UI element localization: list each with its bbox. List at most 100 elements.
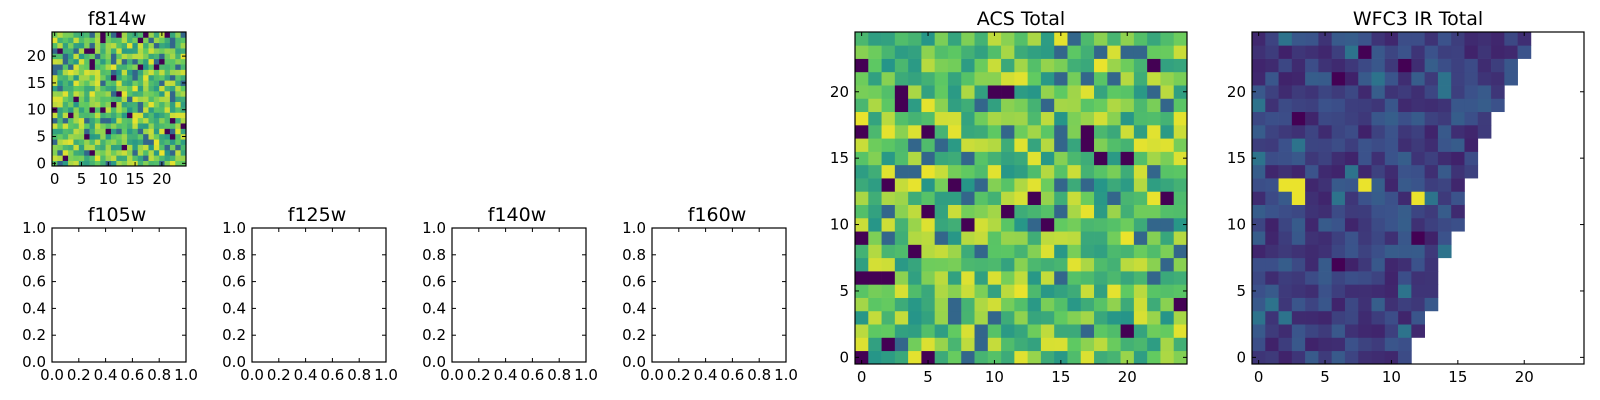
heatmap-cell: [52, 58, 58, 65]
heatmap-cell: [143, 53, 149, 60]
heatmap-cell: [881, 217, 896, 232]
heatmap-cell: [1278, 98, 1293, 113]
heatmap-cell: [127, 144, 133, 151]
heatmap-cell: [159, 90, 165, 97]
heatmap-cell: [175, 149, 181, 156]
heatmap-cell: [1291, 58, 1306, 73]
heatmap-cell: [89, 144, 96, 151]
heatmap-cell: [1080, 257, 1095, 272]
y-tick-label: 0: [839, 348, 849, 366]
heatmap-cell: [132, 53, 139, 60]
heatmap-cell: [934, 204, 949, 219]
heatmap-cell: [881, 111, 896, 126]
x-tick-label: 20: [152, 170, 171, 188]
heatmap-cell: [94, 123, 101, 129]
heatmap-cell: [1120, 45, 1135, 59]
heatmap-cell: [164, 90, 171, 97]
heatmap-cell: [148, 155, 155, 161]
heatmap-cell: [1331, 71, 1346, 86]
heatmap-cell: [1054, 310, 1068, 325]
heatmap-cell: [974, 191, 989, 205]
heatmap-cell: [908, 85, 922, 99]
heatmap-cell: [987, 297, 1002, 312]
heatmap-cell: [1080, 297, 1095, 312]
heatmap-cell: [1371, 297, 1386, 312]
heatmap-cell: [100, 117, 106, 124]
heatmap-cell: [1371, 111, 1386, 126]
heatmap-cell: [1318, 85, 1333, 99]
heatmap-cell: [1384, 257, 1399, 272]
heatmap-cell: [1080, 350, 1095, 365]
heatmap-cell: [1344, 151, 1359, 166]
heatmap-cell: [894, 244, 909, 259]
heatmap-cell: [947, 297, 962, 312]
heatmap-cell: [73, 85, 80, 92]
heatmap-cell: [855, 244, 869, 259]
heatmap-cell: [1424, 297, 1439, 312]
heatmap-cell: [1278, 124, 1293, 139]
heatmap-cell: [1318, 217, 1333, 232]
heatmap-cell: [1398, 231, 1412, 245]
heatmap-cell: [1398, 257, 1412, 272]
heatmap-cell: [52, 64, 58, 70]
heatmap-cell: [169, 144, 176, 151]
heatmap-cell: [1305, 231, 1319, 245]
heatmap-cell: [881, 257, 896, 272]
heatmap-cell: [1318, 337, 1333, 352]
heatmap-cell: [1147, 124, 1161, 139]
heatmap-cell: [159, 128, 165, 135]
heatmap-cell: [855, 124, 869, 139]
axes-frame-acs-total: [854, 31, 1188, 365]
heatmap-cell: [894, 257, 909, 272]
heatmap-cell: [855, 350, 869, 365]
heatmap-cell: [881, 85, 896, 99]
heatmap-cell: [175, 85, 181, 92]
heatmap-cell: [153, 117, 160, 124]
heatmap-cell: [110, 155, 117, 161]
heatmap-cell: [84, 90, 90, 97]
heatmap-cell: [1291, 231, 1306, 245]
heatmap-cell: [1107, 257, 1121, 272]
heatmap-cell: [143, 133, 149, 140]
heatmap-cell: [127, 117, 133, 124]
heatmap-cell: [1147, 191, 1161, 205]
heatmap-cell: [132, 58, 139, 65]
heatmap-cell: [1451, 111, 1465, 126]
heatmap-cell: [164, 160, 171, 167]
heatmap-cell: [1331, 271, 1346, 285]
heatmap-cell: [1344, 85, 1359, 99]
heatmap-cell: [894, 111, 909, 126]
heatmap-cell: [1384, 58, 1399, 73]
heatmap-cell: [137, 80, 144, 86]
heatmap-cell: [1160, 71, 1175, 86]
heatmap-cell: [175, 155, 181, 161]
heatmap-cell: [137, 85, 144, 92]
heatmap-cell: [110, 112, 117, 119]
heatmap-cell: [169, 74, 176, 81]
heatmap-cell: [68, 69, 74, 76]
heatmap-cell: [100, 74, 106, 81]
x-tick-label: 20: [1515, 368, 1534, 386]
heatmap-cell: [1160, 324, 1175, 338]
heatmap-cell: [1133, 32, 1148, 46]
heatmap-cell: [934, 98, 949, 113]
heatmap-cell: [89, 69, 96, 76]
heatmap-cell: [894, 85, 909, 99]
heatmap-cell: [62, 160, 69, 167]
heatmap-cell: [143, 112, 149, 119]
heatmap-cell: [105, 96, 112, 103]
heatmap-cell: [110, 117, 117, 124]
heatmap-cell: [894, 284, 909, 298]
heatmap-cell: [175, 112, 181, 119]
heatmap-cell: [1491, 45, 1505, 59]
heatmap-cell: [94, 69, 101, 76]
heatmap-cell: [137, 53, 144, 60]
heatmap-cell: [934, 337, 949, 352]
heatmap-cell: [1437, 111, 1452, 126]
heatmap-cell: [62, 139, 69, 145]
heatmap-cell: [1080, 178, 1095, 192]
heatmap-cell: [148, 48, 155, 54]
heatmap-cell: [855, 271, 869, 285]
heatmap-cell: [855, 257, 869, 272]
